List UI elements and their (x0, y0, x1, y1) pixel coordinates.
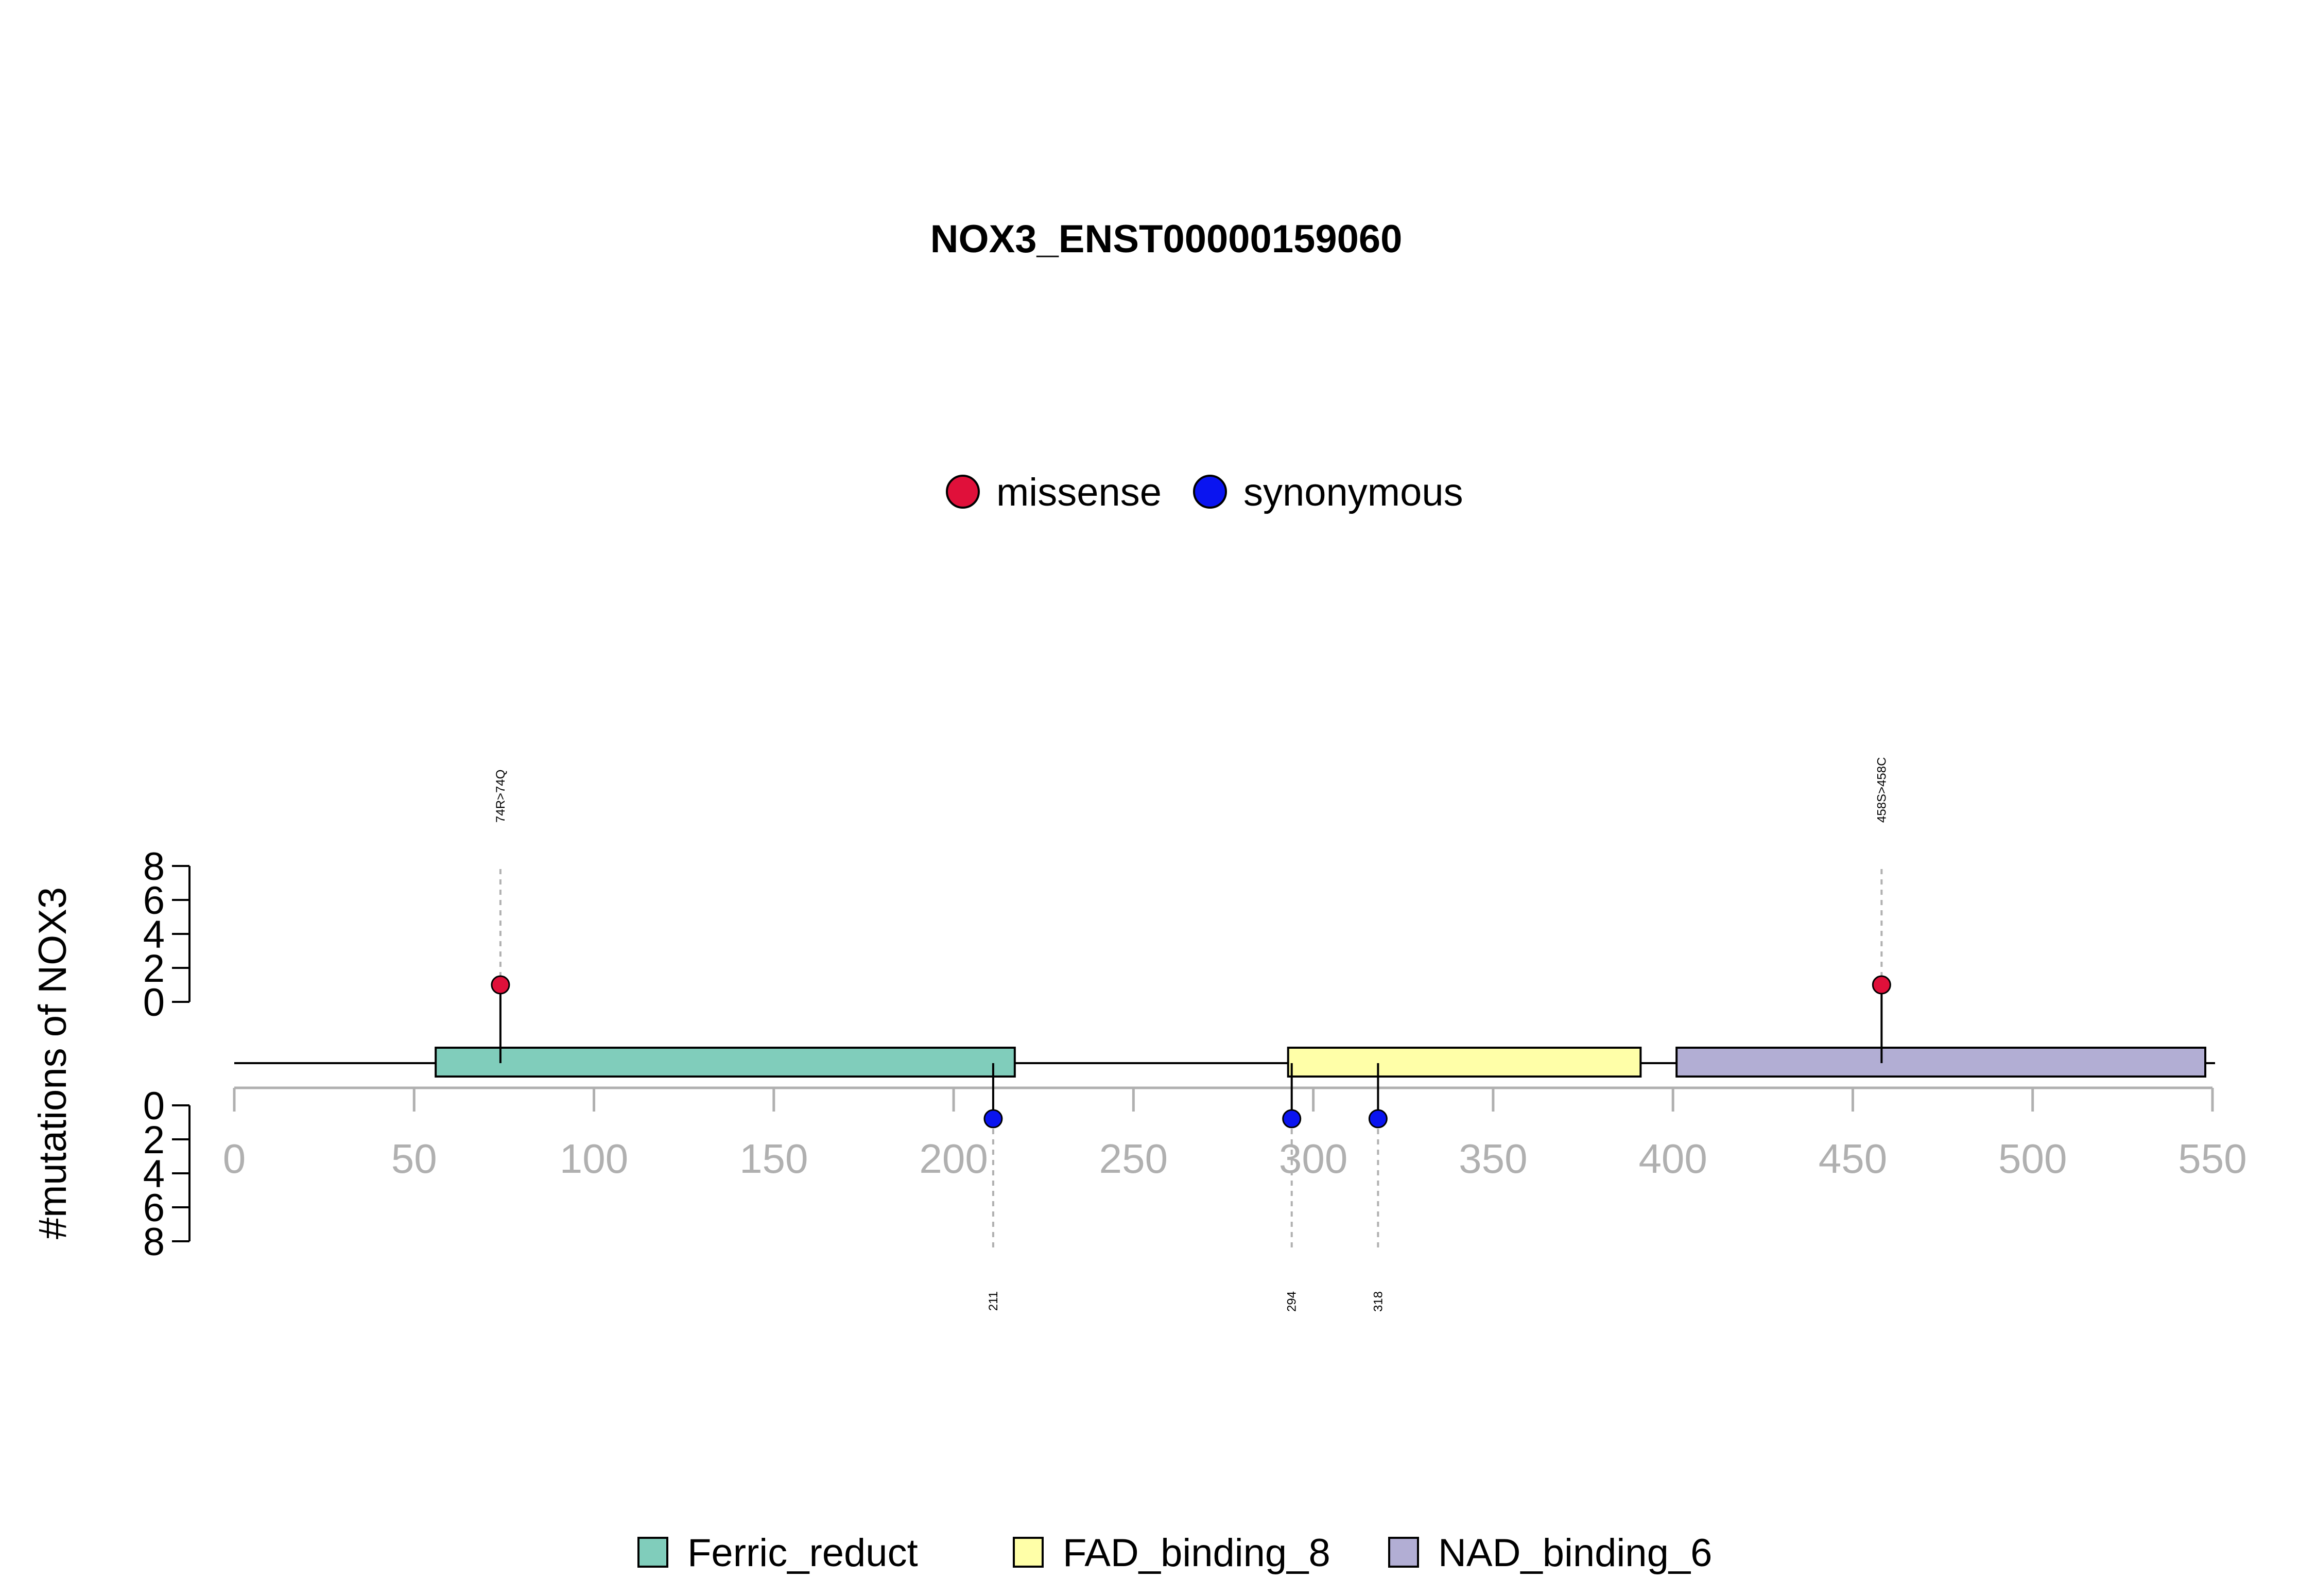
y-tick-label-bottom: 8 (143, 1220, 165, 1264)
domain-NAD_binding_6 (1675, 1047, 2207, 1078)
domain-legend-label-FAD_binding_8: FAD_binding_8 (1063, 1531, 1330, 1575)
x-tick-label: 250 (1099, 1136, 1168, 1182)
x-tick-label: 50 (391, 1136, 437, 1182)
mutation-label: 74R>74Q (494, 770, 508, 823)
domain-legend-label-NAD_binding_6: NAD_binding_6 (1438, 1531, 1712, 1575)
y-tick-label-bottom: 2 (143, 1118, 165, 1162)
mutation-point-synonymous (1368, 1109, 1388, 1129)
mutation-label: 318 (1371, 1291, 1385, 1312)
x-axis: 0 50 100 150 200 250 300 350 400 450 500 550 (223, 1086, 2247, 1182)
x-tick-label: 400 (1638, 1136, 1707, 1182)
x-tick-label: 0 (223, 1136, 246, 1182)
chart-title: NOX3_ENST00000159060 (930, 217, 1403, 261)
y-axis-title: #mutations of NOX3 (31, 887, 75, 1239)
mutation-point-synonymous (1282, 1109, 1302, 1129)
domain-FAD_binding_8 (1287, 1047, 1642, 1078)
protein-domains (435, 1047, 2207, 1078)
mutation-point-missense (1872, 975, 1891, 995)
domain-legend-swatch-NAD_binding_6 (1388, 1537, 1419, 1568)
y-tick-label-bottom: 4 (143, 1152, 165, 1196)
x-tick-label: 550 (2178, 1136, 2246, 1182)
y-tick-label-top: 8 (143, 845, 165, 889)
y-tick-label-bottom: 6 (143, 1186, 165, 1230)
mutation-point-synonymous (983, 1109, 1003, 1129)
mutation-label: 211 (987, 1291, 1000, 1311)
y-tick-label-top: 4 (143, 913, 165, 957)
x-tick-label: 300 (1279, 1136, 1347, 1182)
x-tick-label: 150 (739, 1136, 808, 1182)
x-tick-label: 100 (560, 1136, 628, 1182)
legend-marker-missense (946, 475, 980, 509)
legend-label-missense: missense (996, 471, 1162, 514)
domain-legend-swatch-FAD_binding_8 (1013, 1537, 1044, 1568)
domain-Ferric_reduct (435, 1047, 1016, 1078)
y-tick-label-top: 6 (143, 879, 165, 923)
domain-legend-label-Ferric_reduct: Ferric_reduct (687, 1531, 918, 1575)
x-tick-label: 200 (919, 1136, 988, 1182)
y-tick-label-top: 2 (143, 947, 165, 991)
mutation-type-legend: missense synonymous (946, 471, 1463, 514)
y-tick-label-top: 0 (143, 981, 165, 1025)
domain-legend-swatch-Ferric_reduct (637, 1537, 668, 1568)
mutation-point-missense (491, 975, 510, 995)
x-tick-label: 500 (1998, 1136, 2067, 1182)
mutation-label: 458S>458C (1875, 757, 1889, 823)
domain-legend: Ferric_reduct FAD_binding_8 NAD_binding_6 (637, 1531, 1712, 1575)
legend-label-synonymous: synonymous (1243, 471, 1463, 514)
legend-marker-synonymous (1193, 475, 1227, 509)
y-tick-label-bottom: 0 (143, 1084, 165, 1128)
mutation-label: 294 (1285, 1291, 1299, 1312)
mutation-lollipops: 74R>74Q 458S>458C 211 294 318 (491, 757, 1891, 1312)
x-tick-label: 350 (1459, 1136, 1527, 1182)
x-tick-label: 450 (1819, 1136, 1887, 1182)
